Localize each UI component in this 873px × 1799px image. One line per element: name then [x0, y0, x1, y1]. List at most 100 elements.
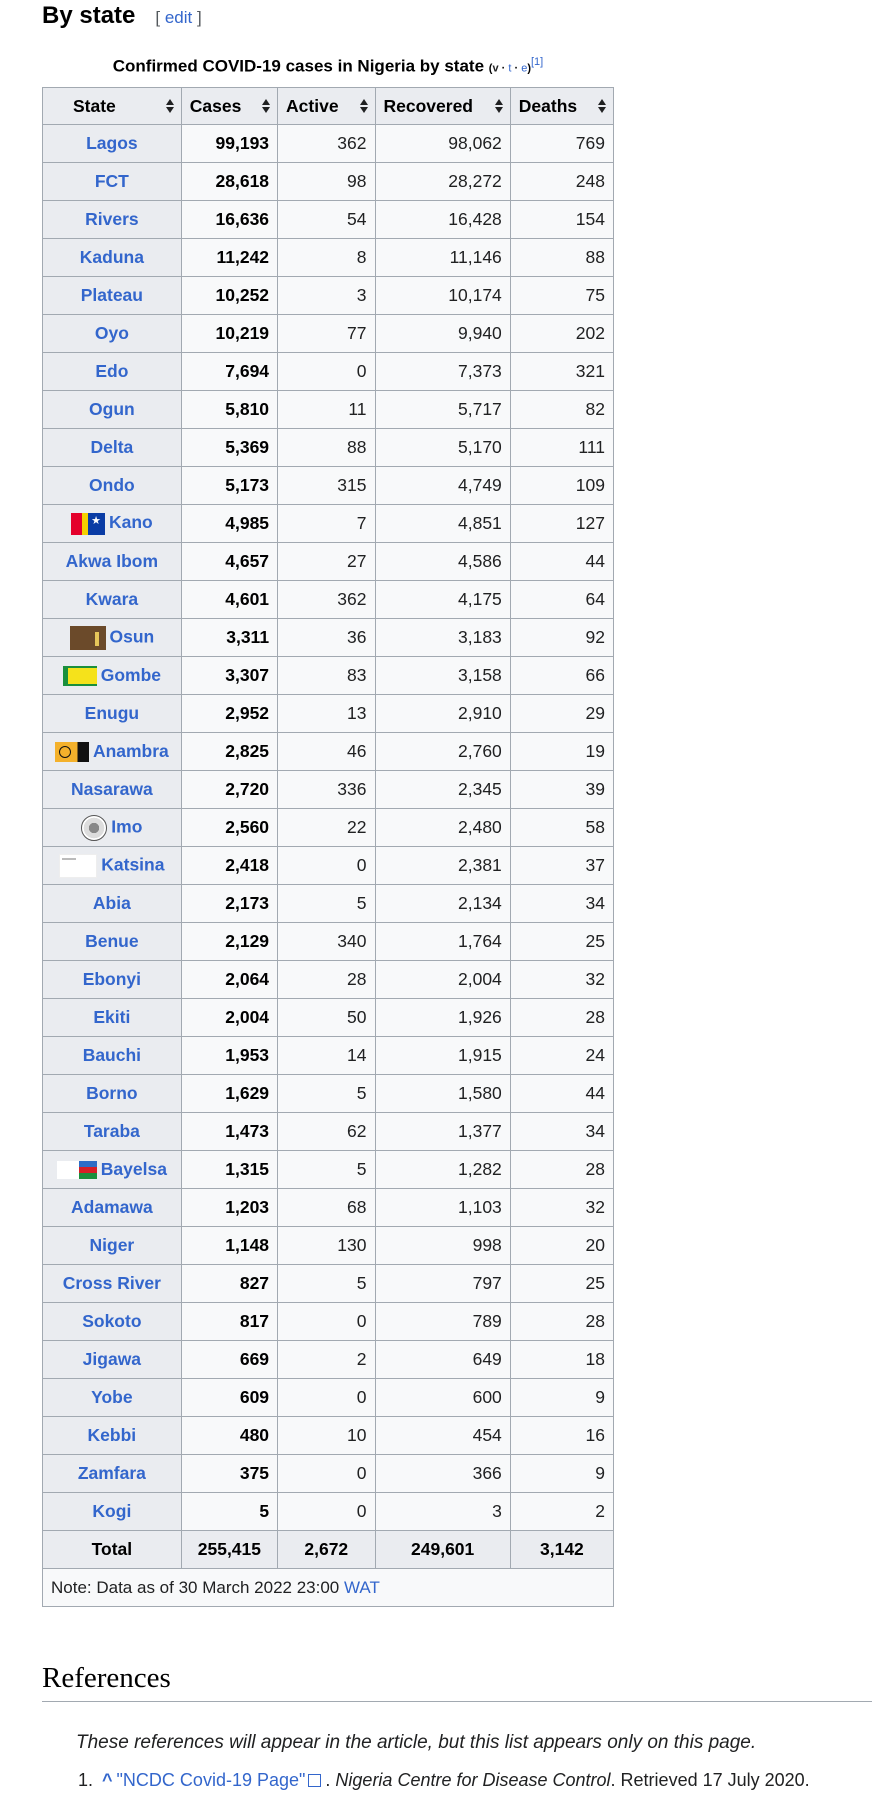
- active-cell: 0: [277, 1492, 376, 1531]
- state-link[interactable]: Imo: [111, 816, 143, 837]
- ncdc-link[interactable]: "NCDC Covid-19 Page": [116, 1770, 306, 1790]
- state-link[interactable]: Taraba: [83, 1121, 140, 1141]
- state-link[interactable]: Gombe: [100, 664, 162, 685]
- header-deaths[interactable]: Deaths: [509, 87, 615, 125]
- deaths-cell: 64: [509, 580, 615, 619]
- recovered-cell: 4,851: [374, 504, 511, 543]
- header-recovered[interactable]: Recovered: [374, 87, 511, 125]
- state-link[interactable]: Enugu: [84, 703, 140, 723]
- state-link[interactable]: Ekiti: [93, 1007, 131, 1027]
- active-cell: 22: [277, 808, 376, 847]
- recovered-cell: 5,717: [374, 390, 511, 429]
- table-caption: Confirmed COVID-19 cases in Nigeria by s…: [112, 56, 544, 76]
- deaths-cell: 9: [509, 1454, 615, 1493]
- deaths-cell: 154: [509, 200, 615, 239]
- state-link[interactable]: Rivers: [85, 209, 139, 229]
- table-row: Gombe 3,307 83 3,158 66: [42, 656, 615, 695]
- backlink-caret[interactable]: ^: [102, 1770, 113, 1790]
- active-cell: 27: [277, 542, 376, 581]
- table-row: Rivers 16,636 54 16,428 154: [42, 200, 615, 239]
- state-link[interactable]: Anambra: [92, 740, 169, 761]
- state-link[interactable]: Yobe: [91, 1387, 133, 1407]
- state-cell: Akwa Ibom: [42, 542, 182, 581]
- state-link[interactable]: Kaduna: [79, 247, 144, 267]
- state-link[interactable]: Jigawa: [82, 1349, 142, 1369]
- deaths-cell: 19: [509, 732, 615, 771]
- sort-icon[interactable]: [494, 99, 504, 113]
- sort-icon[interactable]: [359, 99, 369, 113]
- state-link[interactable]: Ebonyi: [82, 969, 142, 989]
- active-cell: 83: [277, 656, 376, 695]
- header-active[interactable]: Active: [277, 87, 376, 125]
- edit-template-link[interactable]: e: [521, 62, 528, 75]
- state-link[interactable]: Kebbi: [87, 1425, 137, 1445]
- talk-link[interactable]: t: [508, 62, 512, 75]
- state-link[interactable]: Kwara: [85, 589, 139, 609]
- state-cell: Kebbi: [42, 1416, 182, 1455]
- state-link[interactable]: Lagos: [86, 133, 138, 153]
- state-link[interactable]: Benue: [85, 931, 139, 951]
- edit-link[interactable]: edit: [164, 8, 193, 27]
- state-link[interactable]: Bauchi: [82, 1045, 142, 1065]
- recovered-cell: 11,146: [374, 238, 511, 277]
- recovered-cell: 2,004: [374, 960, 511, 999]
- table-row: Ebonyi 2,064 28 2,004 32: [42, 960, 615, 999]
- state-link[interactable]: Nasarawa: [71, 779, 153, 799]
- state-link[interactable]: Niger: [89, 1235, 135, 1255]
- state-link[interactable]: Kogi: [92, 1501, 132, 1521]
- total-cases: 255,415: [180, 1530, 279, 1569]
- state-link[interactable]: Kano: [108, 512, 153, 533]
- table-row: Plateau 10,252 3 10,174 75: [42, 276, 615, 315]
- state-link[interactable]: Sokoto: [82, 1311, 142, 1331]
- cases-cell: 817: [180, 1302, 279, 1341]
- recovered-cell: 2,345: [374, 770, 511, 809]
- recovered-cell: 16,428: [374, 200, 511, 239]
- state-cell: Kano: [42, 504, 182, 543]
- state-link[interactable]: Plateau: [80, 285, 143, 305]
- state-link[interactable]: Abia: [92, 893, 131, 913]
- header-cases[interactable]: Cases: [180, 87, 279, 125]
- deaths-cell: 9: [509, 1378, 615, 1417]
- state-cell: Ebonyi: [42, 960, 182, 999]
- reference-item: 1. ^ "NCDC Covid-19 Page". Nigeria Centre…: [78, 1770, 810, 1790]
- active-cell: 68: [277, 1188, 376, 1227]
- state-link[interactable]: Adamawa: [71, 1197, 153, 1217]
- recovered-cell: 10,174: [374, 276, 511, 315]
- state-link[interactable]: Cross River: [62, 1273, 161, 1293]
- state-link[interactable]: Borno: [86, 1083, 138, 1103]
- deaths-cell: 75: [509, 276, 615, 315]
- deaths-cell: 202: [509, 314, 615, 353]
- deaths-cell: 111: [509, 428, 615, 467]
- table-row: Lagos 99,193 362 98,062 769: [42, 124, 615, 163]
- state-link[interactable]: Bayelsa: [100, 1159, 167, 1179]
- state-link[interactable]: FCT: [94, 171, 129, 191]
- wat-link[interactable]: WAT: [343, 1577, 380, 1597]
- reference-link[interactable]: [1]: [531, 56, 544, 68]
- deaths-cell: 66: [509, 656, 615, 695]
- state-cell: Delta: [42, 428, 182, 467]
- sort-icon[interactable]: [262, 99, 271, 113]
- table-note: Note: Data as of 30 March 2022 23:00 WAT: [42, 1568, 614, 1607]
- state-link[interactable]: Ondo: [89, 475, 135, 495]
- active-cell: 130: [277, 1226, 376, 1265]
- state-link[interactable]: Delta: [90, 437, 134, 457]
- sort-icon[interactable]: [165, 99, 175, 113]
- state-link[interactable]: Osun: [109, 626, 155, 647]
- header-state[interactable]: State: [42, 87, 182, 125]
- total-recovered: 249,601: [374, 1530, 511, 1569]
- state-cell: Osun: [42, 618, 182, 657]
- state-cell: Gombe: [42, 656, 182, 695]
- state-link[interactable]: Zamfara: [77, 1463, 146, 1483]
- state-link[interactable]: Akwa Ibom: [65, 551, 159, 571]
- state-link[interactable]: Ogun: [89, 399, 135, 419]
- active-cell: 50: [277, 998, 376, 1037]
- state-cell: Bauchi: [42, 1036, 182, 1075]
- active-cell: 5: [277, 1264, 376, 1303]
- view-link[interactable]: v: [492, 62, 499, 75]
- sort-icon[interactable]: [598, 99, 607, 113]
- state-link[interactable]: Katsina: [101, 854, 165, 875]
- state-link[interactable]: Oyo: [94, 323, 129, 343]
- state-link[interactable]: Edo: [95, 361, 129, 381]
- deaths-cell: 2: [509, 1492, 615, 1531]
- recovered-cell: 1,915: [374, 1036, 511, 1075]
